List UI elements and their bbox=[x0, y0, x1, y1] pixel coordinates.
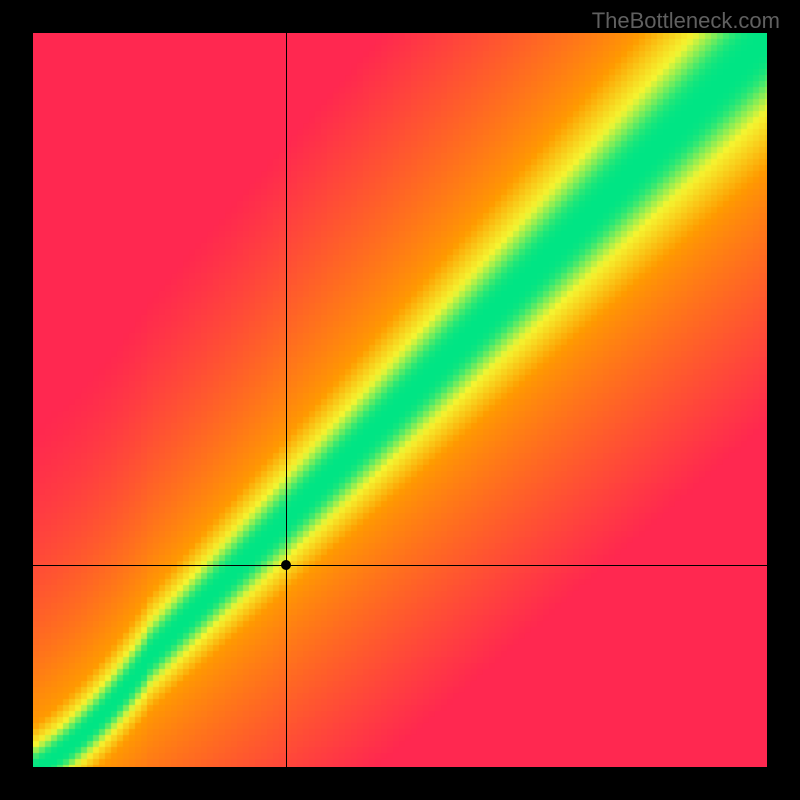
crosshair-vertical bbox=[286, 33, 287, 767]
chart-container: TheBottleneck.com bbox=[0, 0, 800, 800]
marker-dot bbox=[281, 560, 291, 570]
heatmap-canvas bbox=[33, 33, 767, 767]
plot-area bbox=[33, 33, 767, 767]
watermark-text: TheBottleneck.com bbox=[592, 8, 780, 34]
crosshair-horizontal bbox=[33, 565, 767, 566]
